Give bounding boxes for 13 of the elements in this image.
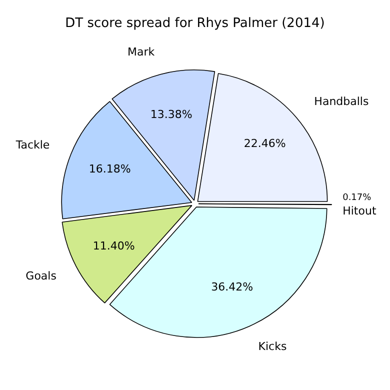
data-label: 0.17% — [342, 192, 372, 203]
slice-label: Hitout — [342, 204, 377, 218]
data-label: 11.40% — [92, 239, 135, 252]
slice-label: Handballs — [314, 95, 369, 108]
data-label: 16.18% — [88, 162, 131, 176]
slice-label: Goals — [26, 270, 57, 283]
slice-label: Mark — [128, 45, 156, 58]
slice-label: Kicks — [258, 340, 287, 353]
slice-label: Tackle — [14, 138, 50, 152]
data-label: 22.46% — [244, 137, 286, 150]
data-label: 13.38% — [150, 108, 192, 121]
data-label: 36.42% — [211, 280, 254, 294]
chart-title: DT score spread for Rhys Palmer (2014) — [65, 16, 325, 32]
